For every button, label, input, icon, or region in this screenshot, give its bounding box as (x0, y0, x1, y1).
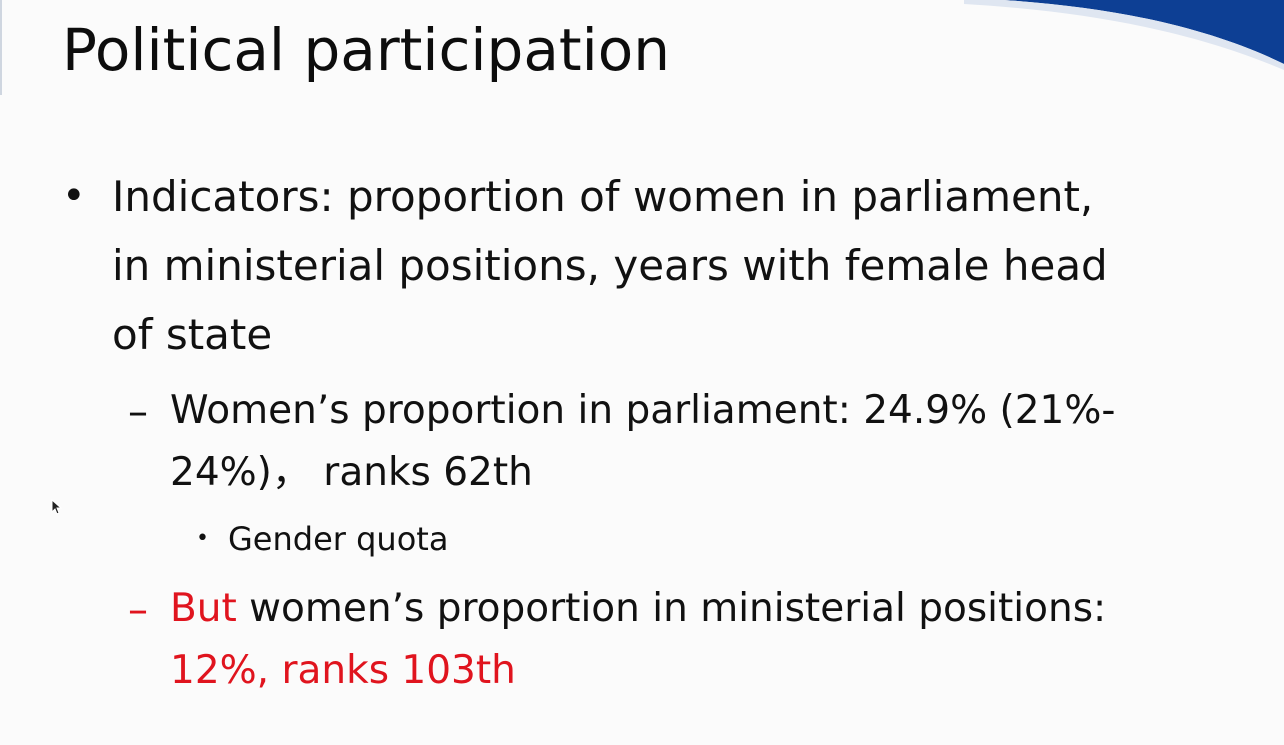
sub-bullet-line: Women’s proportion in parliament: 24.9% … (170, 388, 1116, 433)
bullet-indicators: • Indicators: proportion of women in par… (62, 162, 1242, 369)
red-dash-icon: – (128, 587, 148, 633)
left-edge-bar (0, 0, 2, 95)
sub-bullet-line: But women’s proportion in ministerial po… (170, 578, 1248, 640)
bullet-line: of state (112, 310, 273, 359)
sub-bullet-parliament-text: Women’s proportion in parliament: 24.9% … (170, 380, 1248, 504)
slide-title: Political participation (62, 16, 670, 84)
emphasis-but: But (170, 586, 237, 631)
sub-bullet-ministerial-text: But women’s proportion in ministerial po… (170, 578, 1248, 702)
small-bullet-dot-icon: • (196, 526, 209, 551)
bullet-dot-icon: • (62, 173, 86, 219)
ministerial-rank-line: 12%, ranks 103th (170, 648, 516, 693)
sub-sub-bullet-quota: • Gender quota (196, 515, 448, 563)
bullet-line: in ministerial positions, years with fem… (112, 241, 1108, 290)
sub-bullet-ministerial: – But women’s proportion in ministerial … (128, 578, 1248, 702)
ministerial-rest: women’s proportion in ministerial positi… (236, 586, 1107, 631)
corner-swoosh-decoration (964, 0, 1284, 70)
sub-bullet-line: 24%)， ranks 62th (170, 450, 533, 495)
mouse-pointer-icon (51, 499, 63, 515)
sub-bullet-parliament: – Women’s proportion in parliament: 24.9… (128, 380, 1248, 504)
bullet-indicators-text: Indicators: proportion of women in parli… (112, 162, 1242, 369)
gender-quota-text: Gender quota (228, 520, 449, 558)
bullet-line: Indicators: proportion of women in parli… (112, 172, 1094, 221)
dash-icon: – (128, 389, 148, 435)
